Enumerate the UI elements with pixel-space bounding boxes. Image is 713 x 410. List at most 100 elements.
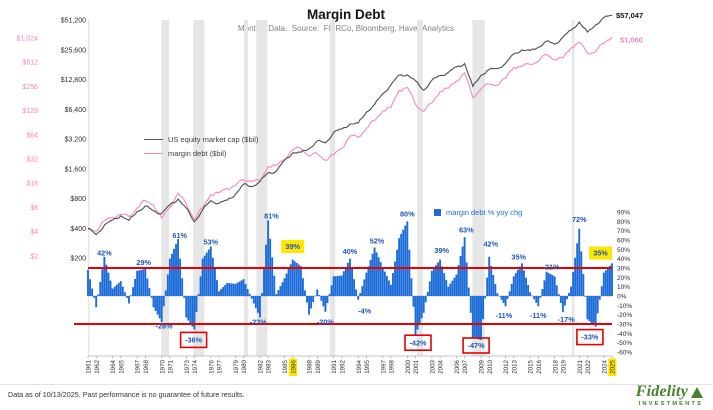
yoy-bar-swatch (434, 209, 441, 216)
svg-text:$512: $512 (22, 60, 38, 67)
svg-text:2024: 2024 (601, 359, 608, 373)
margin-line-swatch (144, 153, 163, 154)
legend-margin: margin debt ($bil) (144, 149, 226, 158)
annotation-red-box (404, 334, 432, 352)
annotation-label: -28% (156, 322, 174, 331)
svg-text:-20%: -20% (617, 312, 632, 319)
annotation-red-box (462, 337, 490, 354)
fidelity-pyramid-icon (691, 387, 703, 398)
svg-text:1961: 1961 (86, 359, 93, 373)
svg-text:$4: $4 (30, 229, 38, 236)
svg-text:$256: $256 (22, 84, 38, 91)
svg-text:1962: 1962 (94, 359, 101, 373)
annotation-label: 39% (434, 246, 449, 255)
footer-divider (0, 384, 713, 385)
svg-text:1970: 1970 (159, 359, 166, 373)
svg-text:2010: 2010 (487, 359, 494, 373)
chart-title: Margin Debt (306, 7, 385, 22)
axis-left-pink: $1,024 $512 $256 $128 $64 $32 $16 $8 $4 $2 (17, 36, 39, 261)
axis-left-black: $51,200 $25,600 $12,800 $6,400 $3,200 $1,600 $… (61, 18, 86, 263)
svg-text:1985: 1985 (282, 359, 289, 373)
svg-text:20%: 20% (617, 275, 630, 282)
svg-text:1995: 1995 (364, 359, 371, 373)
svg-text:$1,600: $1,600 (65, 166, 87, 173)
svg-text:$16: $16 (26, 181, 38, 188)
annotation-label: 40% (343, 247, 358, 256)
svg-text:2003: 2003 (430, 359, 437, 373)
svg-text:2022: 2022 (585, 359, 592, 373)
annotation-label: 42% (97, 249, 112, 258)
svg-text:$2: $2 (30, 253, 38, 260)
annotation-highlight (589, 246, 612, 260)
legend-yoy-label: margin debt % yoy chg (446, 208, 523, 217)
svg-text:$32: $32 (26, 157, 38, 164)
footer-note: Data as of 10/13/2025. Past performance … (8, 390, 245, 399)
svg-text:0%: 0% (617, 294, 627, 301)
legend-equity-label: US equity market cap ($bil) (168, 135, 259, 144)
annotation-label: -20% (317, 318, 335, 327)
svg-text:1983: 1983 (266, 359, 273, 373)
svg-text:1971: 1971 (168, 359, 175, 373)
equity-end-label: $57,047 (616, 11, 643, 20)
svg-text:1988: 1988 (307, 359, 314, 373)
svg-text:$128: $128 (22, 108, 38, 115)
legend-yoy: margin debt % yoy chg (434, 208, 522, 217)
annotation-label: 52% (370, 237, 385, 246)
svg-text:70%: 70% (617, 228, 630, 235)
svg-text:10%: 10% (617, 284, 630, 291)
annotation-label: 72% (572, 215, 587, 224)
svg-text:-10%: -10% (617, 303, 632, 310)
annotation-label: -17% (558, 315, 576, 324)
legend-margin-label: margin debt ($bil) (168, 149, 227, 158)
annotation-label: 63% (459, 225, 474, 234)
svg-text:1982: 1982 (258, 359, 265, 373)
fidelity-investments-label: INVESTMENTS (638, 401, 703, 407)
svg-text:1964: 1964 (110, 359, 117, 373)
svg-text:40%: 40% (617, 256, 630, 263)
svg-text:2021: 2021 (577, 359, 584, 373)
svg-text:2013: 2013 (511, 359, 518, 373)
svg-text:$25,600: $25,600 (61, 47, 86, 54)
svg-text:$200: $200 (70, 256, 86, 263)
svg-text:-50%: -50% (617, 340, 632, 347)
svg-text:30%: 30% (617, 266, 630, 273)
margin-end-label: $1,060 (620, 36, 643, 45)
legend-equity: US equity market cap ($bil) (144, 135, 258, 144)
svg-text:60%: 60% (617, 238, 630, 245)
svg-text:-60%: -60% (617, 350, 632, 357)
equity-market-cap-line (87, 14, 613, 236)
annotation-label: 81% (264, 211, 279, 220)
annotation-red-box (576, 328, 604, 346)
svg-text:1967: 1967 (135, 359, 142, 373)
axis-x-years: 1961 1962 1964 1965 1967 1968 1970 1971 1973 1974… (86, 356, 617, 376)
svg-text:$1,024: $1,024 (17, 36, 39, 43)
svg-text:50%: 50% (617, 247, 630, 254)
svg-text:$3,200: $3,200 (65, 137, 87, 144)
svg-text:1994: 1994 (356, 359, 363, 373)
annotation-label: 53% (203, 238, 218, 247)
annotation-label: -36% (185, 336, 203, 345)
svg-text:1998: 1998 (389, 359, 396, 373)
recession-bands (88, 20, 575, 356)
annotation-label: 21% (545, 263, 560, 272)
svg-text:2000: 2000 (405, 359, 412, 373)
svg-text:$6,400: $6,400 (65, 107, 87, 114)
annotation-label: -11% (496, 311, 513, 320)
annotation-highlight (281, 240, 305, 253)
margin-debt-line (87, 36, 613, 232)
svg-text:2012: 2012 (503, 359, 510, 373)
svg-text:1977: 1977 (217, 359, 224, 373)
svg-text:1976: 1976 (208, 359, 215, 373)
svg-text:-40%: -40% (617, 331, 632, 338)
svg-text:$12,800: $12,800 (61, 77, 86, 84)
svg-text:90%: 90% (617, 210, 630, 217)
annotation-label: -11% (530, 311, 547, 320)
annotation-label: -33% (581, 333, 599, 342)
annotation-label: 35% (511, 252, 526, 261)
annotation-label: 35% (593, 249, 608, 258)
annotation-label: 42% (483, 239, 498, 248)
annotation-label: 61% (172, 231, 187, 240)
svg-text:2006: 2006 (454, 359, 461, 373)
